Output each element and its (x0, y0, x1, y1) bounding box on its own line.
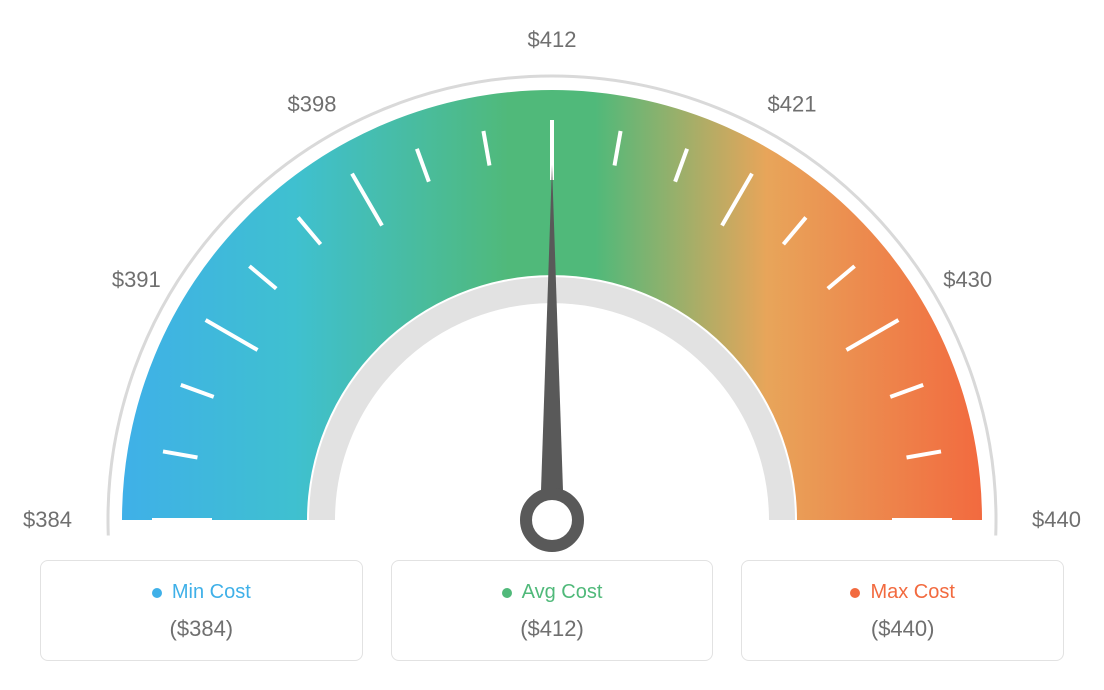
dot-icon (152, 588, 162, 598)
legend-card-avg: Avg Cost ($412) (391, 560, 714, 661)
legend-card-min: Min Cost ($384) (40, 560, 363, 661)
legend-title-max: Max Cost (850, 581, 954, 604)
tick-label: $440 (1032, 507, 1081, 532)
legend-value: ($440) (752, 616, 1053, 642)
tick-label: $398 (288, 91, 337, 116)
legend-label: Min Cost (172, 581, 251, 604)
gauge-svg: $384 $391 $398 $412 $421 $430 $440 (0, 0, 1104, 570)
legend-value: ($412) (402, 616, 703, 642)
dot-icon (502, 588, 512, 598)
legend-label: Max Cost (870, 581, 954, 604)
needle-hub (526, 494, 578, 546)
tick-label: $412 (528, 27, 577, 52)
legend-title-min: Min Cost (152, 581, 251, 604)
tick-label: $391 (112, 267, 161, 292)
gauge-chart: $384 $391 $398 $412 $421 $430 $440 (0, 0, 1104, 570)
dot-icon (850, 588, 860, 598)
tick-label: $384 (23, 507, 72, 532)
legend-row: Min Cost ($384) Avg Cost ($412) Max Cost… (0, 560, 1104, 661)
legend-title-avg: Avg Cost (502, 581, 603, 604)
legend-value: ($384) (51, 616, 352, 642)
tick-label: $421 (768, 91, 817, 116)
legend-card-max: Max Cost ($440) (741, 560, 1064, 661)
tick-label: $430 (943, 267, 992, 292)
legend-label: Avg Cost (522, 581, 603, 604)
